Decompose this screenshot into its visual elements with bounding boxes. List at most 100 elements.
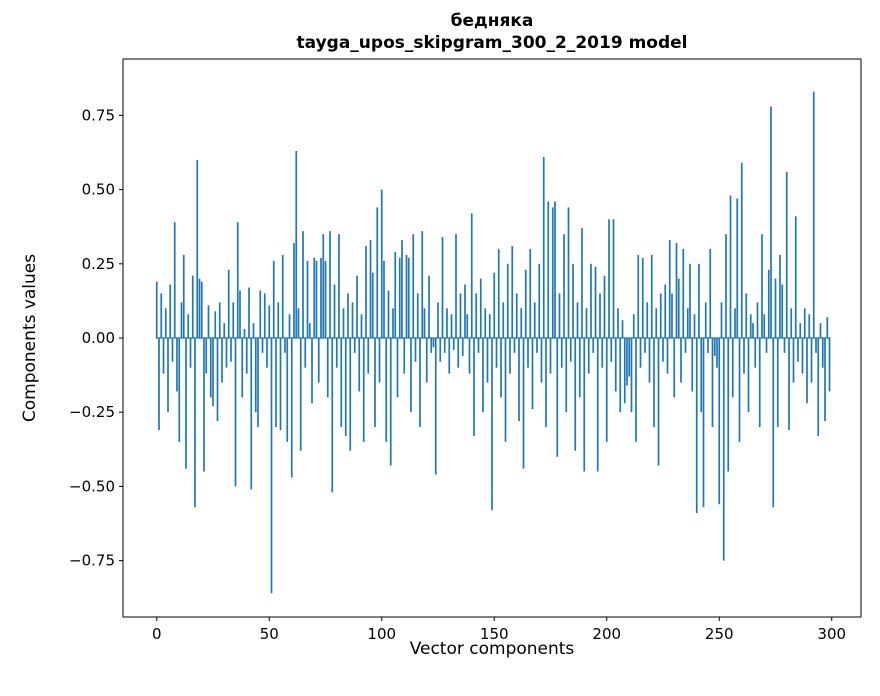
bar [608, 219, 610, 338]
bar [349, 338, 352, 451]
bar [443, 338, 446, 353]
bar [682, 248, 685, 338]
chart-title-model: tayga_upos_skipgram_300_2_2019 model [296, 33, 688, 54]
bar [182, 254, 185, 338]
bar [378, 338, 381, 383]
bar [502, 302, 505, 338]
bar [713, 338, 716, 356]
x-tick-label: 200 [592, 625, 621, 643]
bar [650, 254, 653, 338]
bar [279, 338, 282, 431]
bar [275, 338, 277, 428]
bar [194, 338, 196, 508]
bar [200, 281, 203, 338]
bar [711, 338, 714, 428]
bar [410, 338, 412, 413]
bar [671, 293, 673, 338]
bar [803, 308, 806, 338]
bar [533, 302, 536, 338]
bar [743, 338, 745, 374]
bar [234, 338, 237, 487]
chart-title-word: бедняка [450, 11, 534, 31]
bar [162, 338, 165, 374]
bar [756, 302, 759, 338]
bar [394, 251, 397, 338]
bar [639, 338, 642, 368]
bar [623, 338, 626, 404]
y-tick-label: −0.25 [69, 403, 115, 421]
bar [398, 257, 401, 338]
bar [736, 198, 739, 338]
bar [455, 234, 457, 338]
bar [761, 234, 763, 338]
bar [493, 272, 496, 338]
bar [470, 213, 473, 338]
bar [637, 254, 640, 338]
bar [702, 338, 705, 508]
bar [205, 338, 208, 374]
bar [783, 338, 786, 353]
bar [232, 302, 235, 338]
bar [466, 314, 469, 338]
bar [322, 234, 325, 338]
bar [677, 278, 680, 338]
bar [351, 302, 354, 338]
bar [668, 240, 671, 338]
bar [776, 338, 779, 428]
bar [635, 338, 637, 442]
bar [212, 338, 214, 407]
bar [419, 338, 421, 428]
bar [335, 338, 338, 368]
bar [601, 338, 604, 368]
bar [583, 338, 586, 472]
bar [344, 338, 347, 436]
bar [529, 248, 532, 338]
bar [792, 338, 795, 383]
bar [459, 293, 462, 338]
bar [812, 91, 815, 339]
y-tick-label: −0.50 [69, 477, 115, 495]
bar [788, 338, 790, 431]
bar [599, 293, 601, 338]
bar [565, 338, 568, 413]
bar [513, 338, 516, 353]
bar [266, 338, 268, 368]
bar [167, 338, 169, 413]
bar [527, 338, 529, 368]
bar [752, 323, 754, 338]
x-tick-label: 100 [367, 625, 396, 643]
bar [709, 248, 712, 338]
bar [479, 278, 482, 338]
bar [441, 237, 444, 338]
bar [356, 275, 358, 338]
bar [158, 338, 160, 431]
bar [155, 281, 158, 338]
bar [758, 338, 761, 428]
bar [164, 308, 167, 338]
x-tick-label: 250 [705, 625, 734, 643]
bar [365, 245, 367, 338]
bar [169, 284, 172, 338]
bar [662, 338, 664, 362]
bar [632, 314, 635, 338]
bar [574, 338, 577, 451]
bar [704, 302, 707, 338]
bar [223, 323, 226, 338]
bar [290, 338, 293, 478]
y-tick-label: 0.00 [82, 329, 115, 347]
bar [468, 338, 471, 374]
bar [729, 195, 732, 338]
bar [236, 222, 239, 338]
bar [376, 207, 379, 338]
bar [657, 338, 660, 466]
bar [428, 275, 430, 338]
bar [353, 338, 356, 353]
bar [763, 314, 766, 338]
bar [254, 338, 257, 413]
bar [198, 278, 201, 338]
bar [806, 338, 808, 404]
bar [536, 338, 538, 353]
bar [313, 257, 316, 338]
bar [333, 284, 336, 338]
